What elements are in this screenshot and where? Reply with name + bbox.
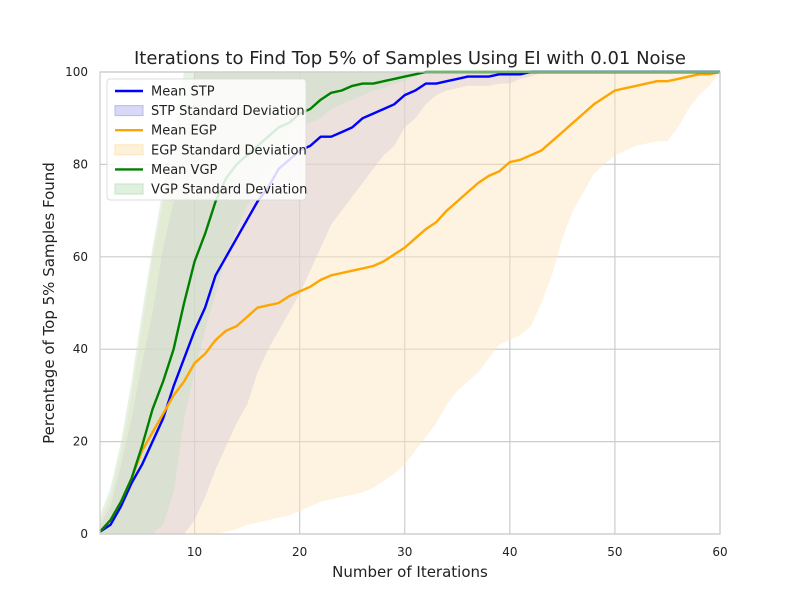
legend-label: STP Standard Deviation <box>151 104 305 119</box>
y-axis-label: Percentage of Top 5% Samples Found <box>40 162 58 444</box>
y-tick-label: 60 <box>73 250 88 264</box>
legend: Mean STP STP Standard Deviation Mean EGP EG… <box>106 78 307 201</box>
y-tick-label: 40 <box>73 342 88 356</box>
legend-box <box>106 78 307 201</box>
plot-frame <box>99 71 721 535</box>
legend-band-swatch <box>114 183 144 195</box>
x-tick-label: 10 <box>187 545 202 559</box>
y-tick-label: 100 <box>65 65 88 79</box>
legend-label: Mean EGP <box>151 124 217 139</box>
chart-title: Iterations to Find Top 5% of Samples Usi… <box>134 48 686 69</box>
legend-label: Mean STP <box>151 85 215 100</box>
y-tick-label: 0 <box>80 527 88 541</box>
legend-band-swatch <box>114 144 144 156</box>
x-tick-label: 30 <box>397 545 412 559</box>
legend-label: EGP Standard Deviation <box>151 143 307 158</box>
tick-labels: 10 20 30 40 50 60 0 20 40 60 80 100 <box>65 65 728 559</box>
y-tick-label: 20 <box>73 435 88 449</box>
x-tick-label: 40 <box>502 545 517 559</box>
legend-label: Mean VGP <box>151 163 218 178</box>
x-tick-label: 60 <box>712 545 727 559</box>
x-tick-label: 20 <box>292 545 307 559</box>
legend-band-swatch <box>114 105 144 117</box>
mean-stp-line <box>99 70 720 533</box>
mean-egp-line <box>99 70 721 533</box>
grid <box>100 71 721 535</box>
x-tick-label: 50 <box>607 545 622 559</box>
y-tick-label: 80 <box>73 157 88 171</box>
legend-label: VGP Standard Deviation <box>151 183 307 198</box>
x-axis-label: Number of Iterations <box>332 563 488 581</box>
